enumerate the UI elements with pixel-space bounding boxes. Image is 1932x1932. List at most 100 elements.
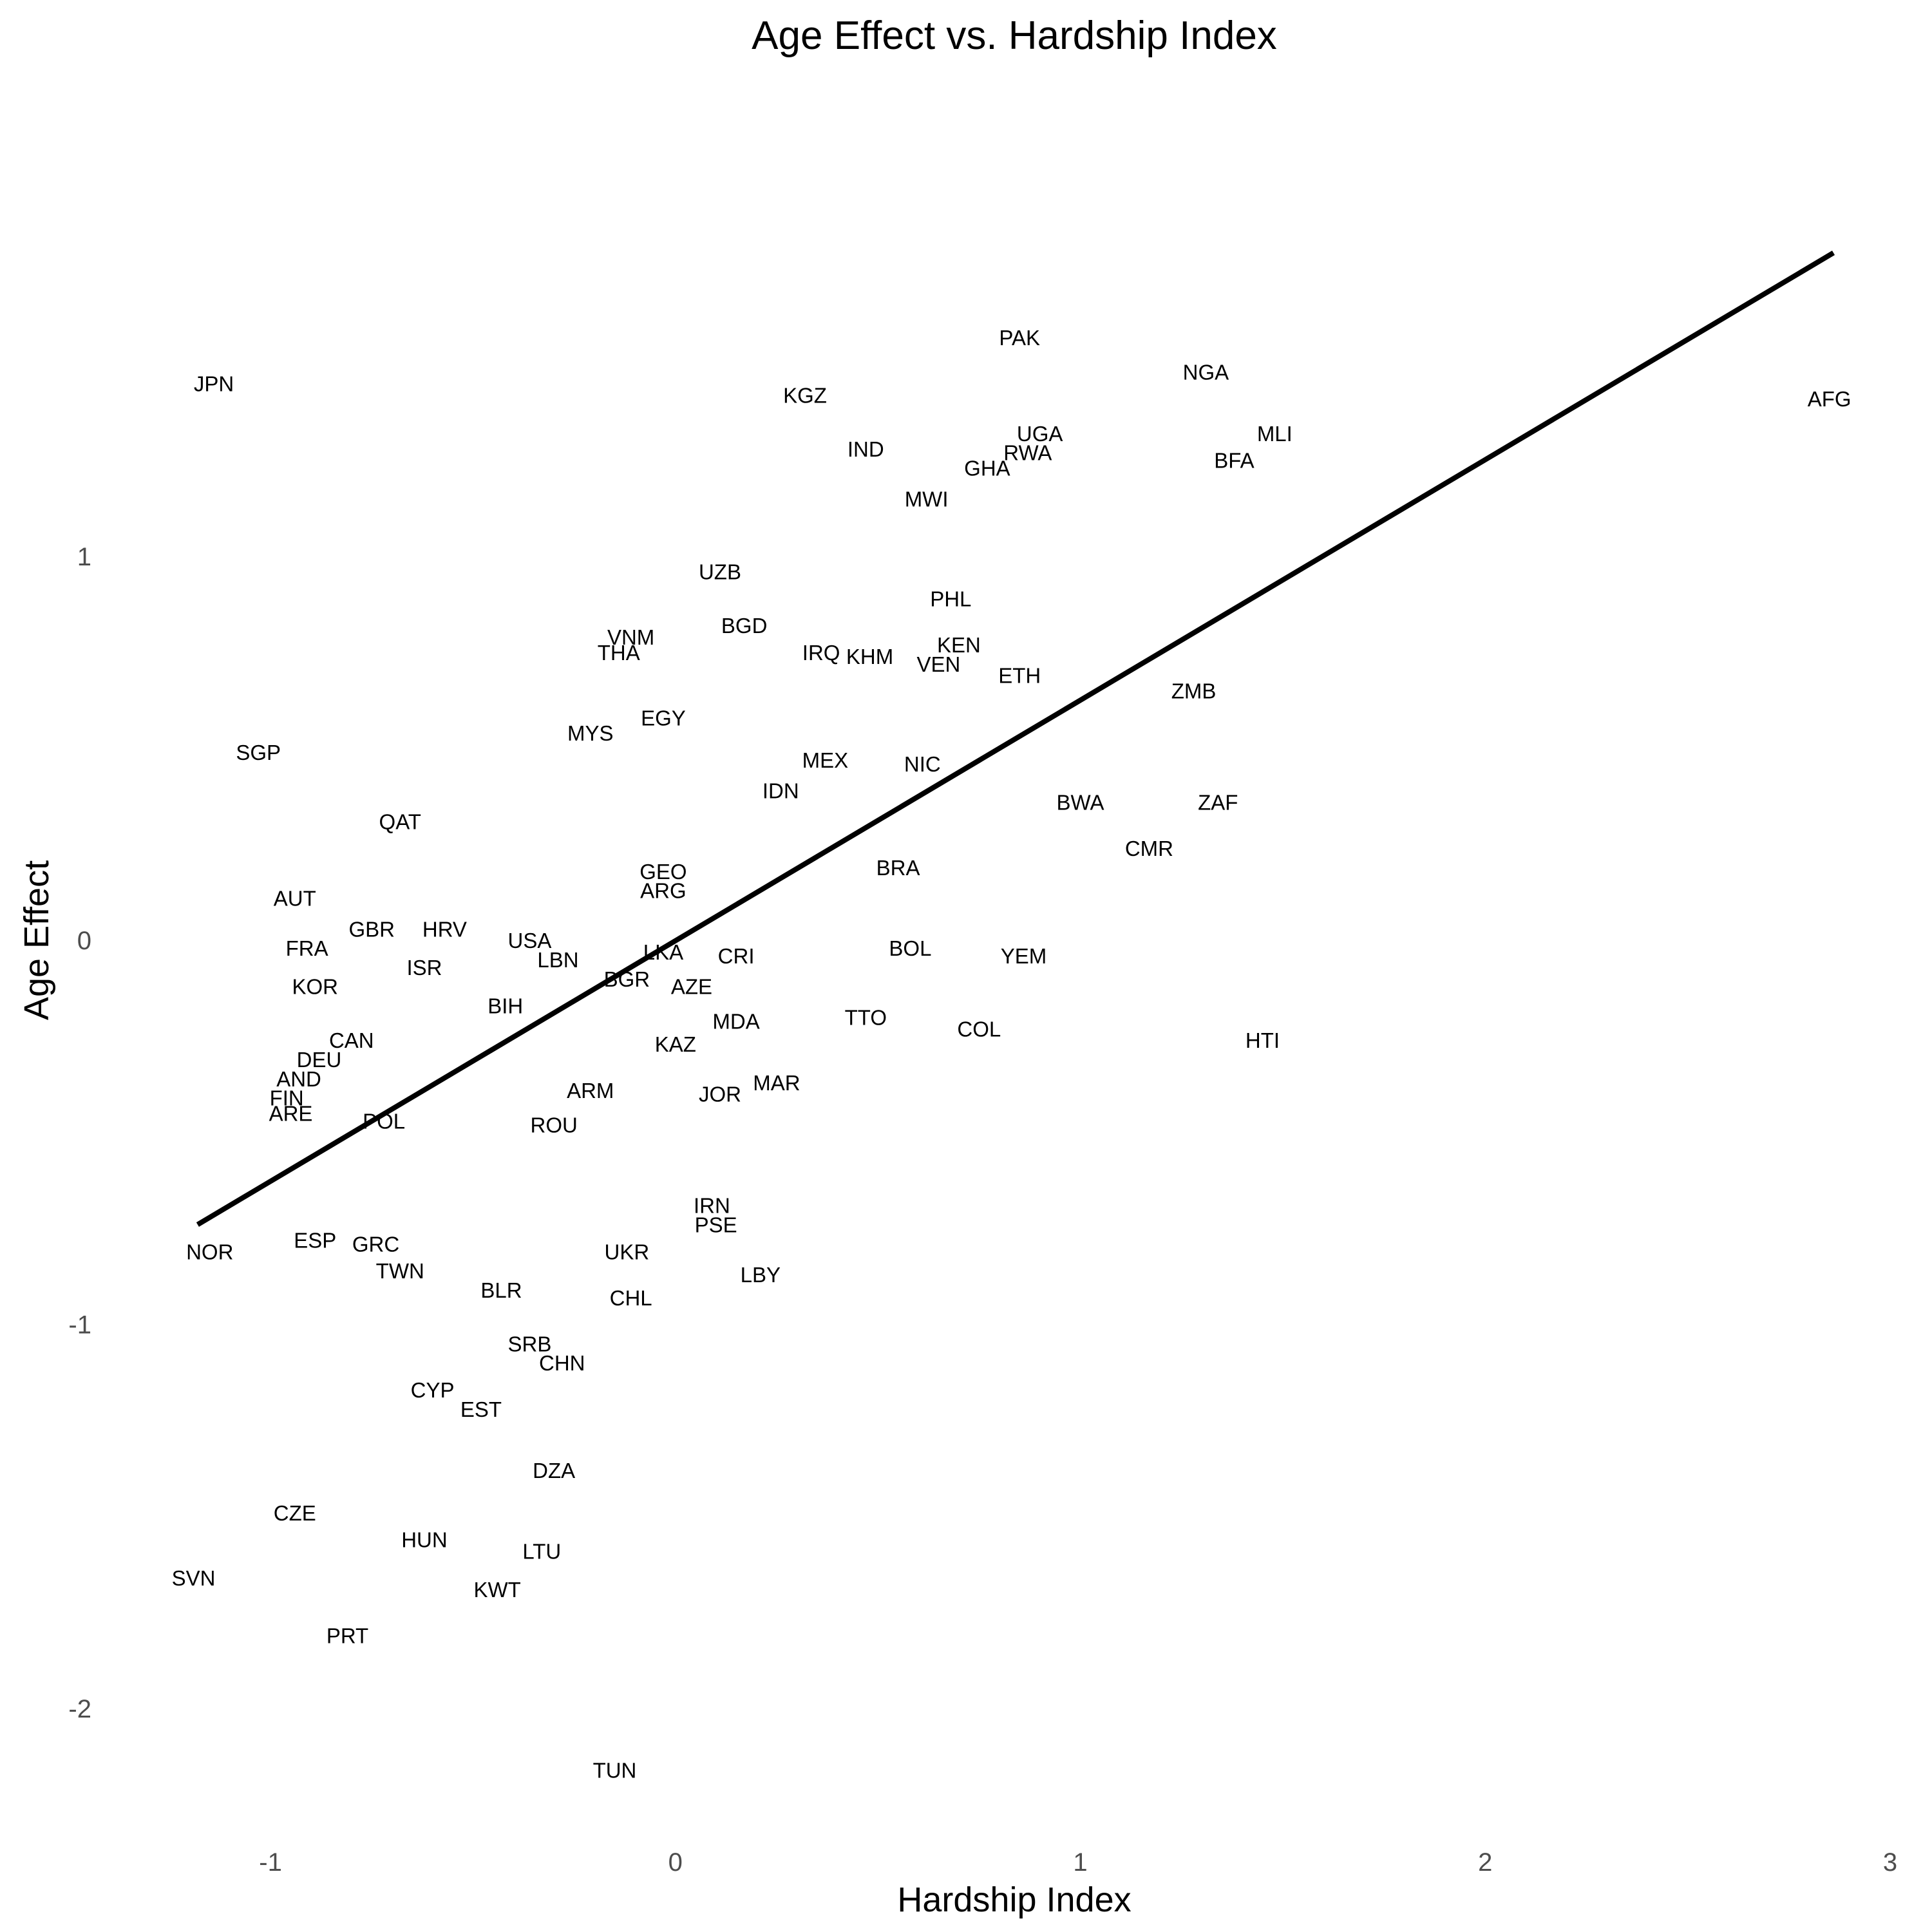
- point-label-geo: GEO: [639, 860, 687, 884]
- y-tick-label: 1: [77, 543, 91, 571]
- point-label-mli: MLI: [1257, 422, 1293, 446]
- point-label-bih: BIH: [488, 994, 523, 1018]
- point-label-yem: YEM: [1001, 944, 1047, 968]
- point-label-tto: TTO: [845, 1005, 887, 1029]
- point-label-idn: IDN: [762, 779, 799, 803]
- point-label-bwa: BWA: [1057, 790, 1104, 814]
- point-label-cze: CZE: [274, 1501, 316, 1525]
- point-label-kor: KOR: [292, 975, 338, 999]
- point-label-aze: AZE: [671, 975, 712, 999]
- point-label-est: EST: [460, 1397, 502, 1421]
- point-label-isr: ISR: [406, 956, 442, 980]
- point-label-afg: AFG: [1808, 387, 1852, 411]
- point-label-qat: QAT: [379, 810, 421, 833]
- point-label-pse: PSE: [695, 1213, 737, 1237]
- point-label-vnm: VNM: [607, 625, 654, 649]
- point-label-kwt: KWT: [473, 1578, 520, 1602]
- point-label-kaz: KAZ: [655, 1032, 696, 1056]
- point-label-jpn: JPN: [194, 372, 234, 395]
- point-label-bgr: BGR: [604, 967, 650, 991]
- point-label-grc: GRC: [352, 1232, 399, 1256]
- point-label-chl: CHL: [610, 1286, 652, 1310]
- point-label-lbn: LBN: [537, 948, 578, 972]
- point-label-esp: ESP: [294, 1228, 336, 1252]
- point-label-zmb: ZMB: [1171, 679, 1217, 703]
- point-label-hti: HTI: [1245, 1028, 1280, 1052]
- point-label-svn: SVN: [172, 1566, 216, 1590]
- point-label-pak: PAK: [999, 326, 1040, 350]
- point-label-rwa: RWA: [1003, 441, 1052, 465]
- point-label-khm: KHM: [846, 645, 893, 668]
- point-label-aut: AUT: [274, 887, 316, 911]
- trend-line: [196, 251, 1835, 1227]
- y-tick-label: -1: [68, 1311, 91, 1340]
- point-label-nor: NOR: [186, 1240, 233, 1264]
- point-label-bgd: BGD: [721, 614, 768, 638]
- point-label-mwi: MWI: [905, 487, 949, 511]
- point-label-lka: LKA: [643, 940, 683, 964]
- trend-line-group: [196, 251, 1835, 1227]
- point-label-dza: DZA: [533, 1459, 575, 1482]
- point-label-kgz: KGZ: [783, 383, 827, 407]
- point-label-cri: CRI: [718, 944, 755, 968]
- x-tick-label: 3: [1883, 1848, 1897, 1877]
- point-label-nic: NIC: [904, 752, 941, 776]
- point-label-pol: POL: [363, 1109, 405, 1133]
- point-label-arm: ARM: [567, 1079, 614, 1103]
- point-label-are: ARE: [269, 1102, 313, 1126]
- point-label-eth: ETH: [998, 664, 1041, 688]
- point-label-srb: SRB: [508, 1332, 552, 1356]
- point-label-tha: THA: [598, 641, 640, 665]
- point-label-deu: DEU: [297, 1048, 342, 1072]
- point-label-bol: BOL: [889, 936, 931, 960]
- point-label-col: COL: [957, 1017, 1001, 1041]
- y-axis-ticks: -2 -1 0 1: [68, 543, 91, 1723]
- point-label-ven: VEN: [917, 652, 961, 676]
- point-label-irq: IRQ: [802, 641, 840, 665]
- point-label-cyp: CYP: [411, 1378, 455, 1402]
- point-label-ken: KEN: [937, 633, 981, 657]
- x-axis-title: Hardship Index: [897, 1880, 1131, 1919]
- point-label-phl: PHL: [930, 587, 971, 611]
- point-label-uzb: UZB: [699, 560, 741, 584]
- point-label-ind: IND: [848, 437, 884, 461]
- point-label-hun: HUN: [401, 1528, 448, 1552]
- point-label-fra: FRA: [286, 936, 328, 960]
- point-label-jor: JOR: [699, 1083, 741, 1106]
- y-tick-label: -2: [68, 1695, 91, 1723]
- point-label-sgp: SGP: [236, 741, 281, 764]
- point-label-and: AND: [276, 1067, 321, 1091]
- point-label-mar: MAR: [753, 1071, 800, 1095]
- point-label-zaf: ZAF: [1198, 790, 1238, 814]
- point-label-ltu: LTU: [522, 1539, 561, 1563]
- x-tick-label: 1: [1073, 1848, 1087, 1877]
- point-label-gha: GHA: [964, 457, 1010, 480]
- point-label-twn: TWN: [376, 1259, 424, 1283]
- x-tick-label: 2: [1478, 1848, 1492, 1877]
- x-axis-ticks: -1 0 1 2 3: [259, 1848, 1897, 1877]
- point-label-hrv: HRV: [422, 917, 467, 941]
- point-label-chn: CHN: [539, 1351, 585, 1375]
- point-label-nga: NGA: [1183, 360, 1229, 384]
- point-label-blr: BLR: [480, 1278, 522, 1302]
- point-label-prt: PRT: [327, 1624, 368, 1648]
- point-label-arg: ARG: [640, 879, 687, 903]
- chart-title: Age Effect vs. Hardship Index: [752, 14, 1277, 58]
- point-label-egy: EGY: [641, 706, 686, 730]
- point-label-mex: MEX: [802, 748, 849, 772]
- point-label-bfa: BFA: [1214, 449, 1254, 473]
- point-label-uga: UGA: [1017, 422, 1063, 446]
- point-label-fin: FIN: [270, 1086, 304, 1110]
- y-tick-label: 0: [77, 927, 91, 955]
- point-label-rou: ROU: [531, 1113, 578, 1137]
- point-label-ukr: UKR: [605, 1240, 650, 1264]
- point-label-irn: IRN: [694, 1194, 730, 1218]
- point-label-bra: BRA: [876, 856, 920, 880]
- point-label-usa: USA: [508, 929, 552, 952]
- point-label-tun: TUN: [593, 1758, 637, 1782]
- point-label-mys: MYS: [567, 721, 614, 745]
- point-label-cmr: CMR: [1125, 837, 1173, 860]
- point-label-can: CAN: [329, 1028, 374, 1052]
